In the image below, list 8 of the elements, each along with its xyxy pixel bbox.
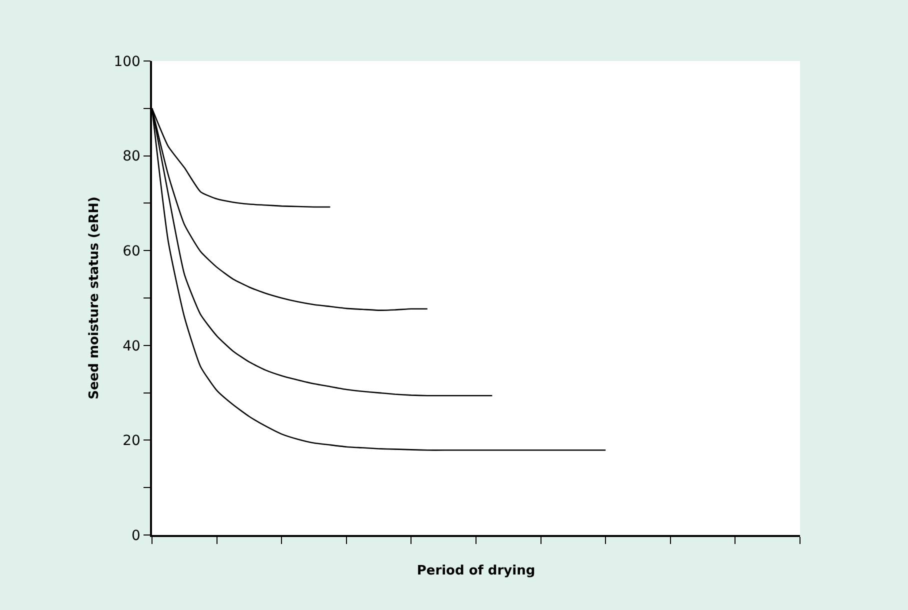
y-tick-label: 20 — [122, 433, 140, 450]
y-axis-title: Seed moisture status (eRH) — [87, 196, 102, 400]
y-tick-label: 40 — [122, 338, 140, 354]
x-axis-title: Period of drying — [416, 563, 536, 578]
y-tick-label: 60 — [122, 244, 140, 260]
y-tick-label: 0 — [132, 528, 140, 544]
y-tick-label: 80 — [122, 148, 140, 165]
y-tick-label: 100 — [114, 54, 140, 70]
